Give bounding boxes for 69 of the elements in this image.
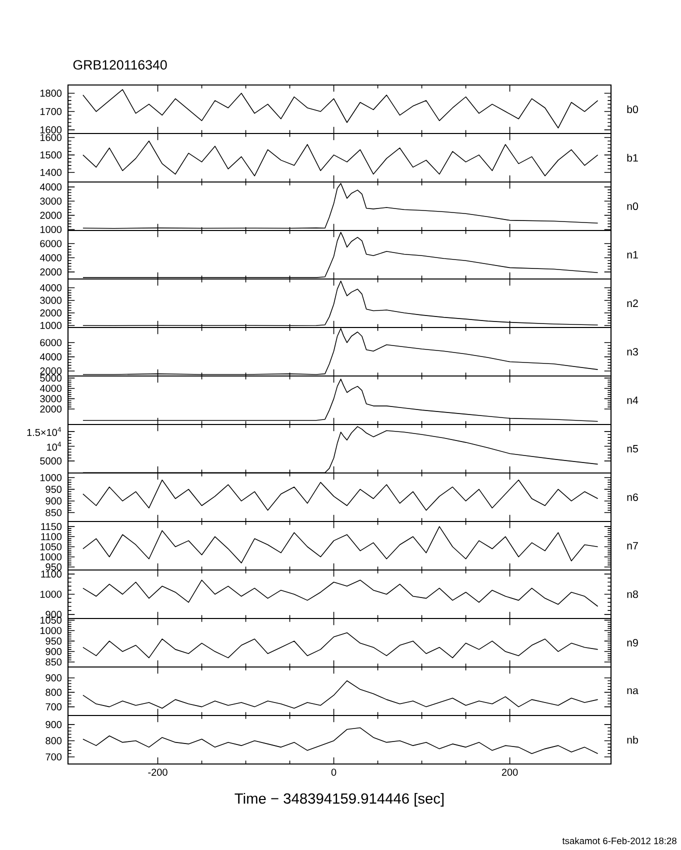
y-tick-label: 2000 bbox=[40, 268, 62, 276]
y-tick-label: 850 bbox=[46, 509, 62, 516]
y-tick-label: 1100 bbox=[41, 570, 62, 578]
y-tick-label: 1000 bbox=[40, 226, 62, 234]
y-tick-label: 1400 bbox=[40, 168, 62, 176]
text: n5 bbox=[627, 445, 638, 452]
x-axis-title: Time − 348394159.914446 [sec] bbox=[234, 792, 444, 807]
x-tick-label: 0 bbox=[331, 768, 336, 776]
y-tick-label: 1050 bbox=[40, 543, 62, 550]
y-tick-label: 1700 bbox=[40, 108, 62, 116]
y-tick-label: 1000 bbox=[40, 474, 62, 482]
y-tick-label: 1500 bbox=[40, 151, 62, 158]
text: n1 bbox=[627, 251, 638, 258]
text: n0 bbox=[627, 202, 638, 210]
y-tick-label: 4000 bbox=[40, 384, 62, 392]
y-tick-label: 1000 bbox=[40, 627, 62, 634]
text: tsakamot 6-Feb-2012 18:28 bbox=[562, 837, 676, 844]
text: b0 bbox=[627, 105, 638, 114]
y-tick-label: 5000 bbox=[40, 457, 62, 464]
text: n7 bbox=[627, 542, 638, 550]
y-tick-label: 1800 bbox=[40, 90, 62, 97]
y-tick-label: 6000 bbox=[40, 240, 62, 248]
y-tick-label: 1000 bbox=[40, 322, 62, 330]
x-tick-label: -200 bbox=[148, 768, 168, 776]
y-tick-label: 4000 bbox=[40, 183, 62, 191]
y-tick-label: 900 bbox=[46, 721, 62, 728]
chart-title: GRB120116340 bbox=[73, 60, 167, 70]
text: n8 bbox=[627, 590, 638, 598]
text: n6 bbox=[627, 493, 638, 502]
y-tick-label: 6000 bbox=[40, 339, 62, 346]
y-tick-label: 950 bbox=[46, 638, 62, 645]
y-tick-label: 1000 bbox=[40, 553, 62, 560]
y-tick-label: 950 bbox=[46, 563, 62, 571]
y-tick-label: 4000 bbox=[40, 353, 62, 360]
y-tick-label: 700 bbox=[46, 703, 62, 710]
y-tick-label: 2000 bbox=[40, 367, 62, 375]
y-tick-label: 1000 bbox=[40, 590, 62, 598]
y-tick-label: 850 bbox=[46, 658, 62, 666]
y-tick-label: 3000 bbox=[40, 198, 62, 205]
y-tick-label: 5000 bbox=[40, 374, 62, 382]
y-tick-label: 1150 bbox=[41, 523, 62, 530]
y-tick-label: 900 bbox=[46, 674, 62, 682]
text: n3 bbox=[627, 348, 638, 356]
text: n4 bbox=[627, 396, 638, 404]
y-tick-label: 900 bbox=[46, 497, 62, 505]
y-tick-label: 1100 bbox=[41, 533, 62, 540]
y-tick-label: 1600 bbox=[40, 126, 62, 134]
y-tick-label: 4000 bbox=[40, 284, 62, 292]
y-tick-label: 700 bbox=[46, 753, 62, 760]
y-tick-label: 10$^{4}$ bbox=[46, 442, 61, 451]
y-tick-label: 4000 bbox=[40, 254, 62, 262]
y-tick-label: 3000 bbox=[40, 395, 62, 402]
y-tick-label: 2000 bbox=[40, 212, 62, 219]
text: n9 bbox=[627, 638, 638, 647]
y-tick-label: 2000 bbox=[40, 405, 62, 413]
y-tick-label: 800 bbox=[46, 737, 62, 744]
y-tick-label: 800 bbox=[46, 688, 62, 696]
y-tick-label: 2000 bbox=[40, 309, 62, 316]
y-tick-label: 1600 bbox=[40, 134, 62, 142]
y-tick-label: 900 bbox=[46, 648, 62, 656]
text: n2 bbox=[627, 300, 638, 307]
y-tick-label: 1050 bbox=[40, 616, 62, 624]
text: na bbox=[627, 688, 638, 694]
y-tick-label: 950 bbox=[46, 486, 62, 493]
y-tick-label: 1.5×10$^{4}$ bbox=[27, 427, 61, 436]
x-tick-label: 200 bbox=[502, 768, 518, 776]
text: b1 bbox=[627, 154, 638, 162]
text: nb bbox=[627, 736, 638, 744]
y-tick-label: 3000 bbox=[40, 296, 62, 304]
